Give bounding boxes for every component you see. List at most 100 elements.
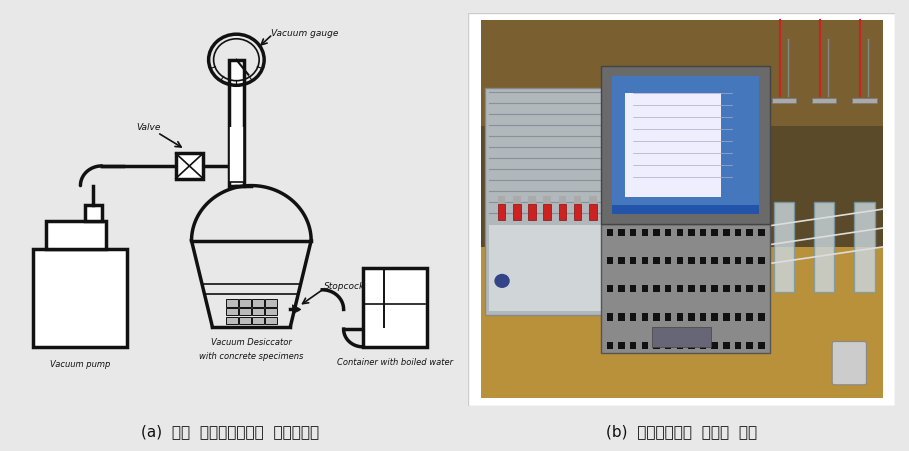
Bar [363,269,427,347]
Bar [574,205,582,220]
Bar [226,308,238,316]
Bar [712,342,718,349]
Bar [854,202,874,293]
Bar [618,285,624,293]
Bar [630,258,636,265]
Bar [814,202,834,293]
Bar [589,205,596,220]
Bar [558,197,566,205]
Bar [724,342,730,349]
Bar [265,317,276,324]
Bar [544,197,551,205]
Bar [746,342,753,349]
Bar [642,342,648,349]
Bar [606,285,613,293]
Bar [481,21,883,248]
Bar [618,342,624,349]
Bar [654,285,660,293]
Bar [252,299,264,307]
Bar [758,285,764,293]
Bar [676,230,683,237]
Bar [513,205,521,220]
Bar [642,285,648,293]
Bar [734,285,741,293]
Bar [654,230,660,237]
Bar [724,314,730,321]
Bar [602,67,770,225]
Bar [489,226,615,311]
Bar [46,221,106,249]
Bar [688,230,694,237]
Bar [624,93,721,198]
Bar [734,258,741,265]
Bar [853,98,876,104]
Bar [544,205,551,220]
Bar [498,205,505,220]
Bar [712,285,718,293]
Bar [758,230,764,237]
Bar [34,249,127,347]
Bar [654,258,660,265]
Bar [676,258,683,265]
Bar [724,230,730,237]
Bar [758,258,764,265]
Bar [630,230,636,237]
Bar [604,197,612,205]
Text: Stopcock: Stopcock [325,282,365,291]
Bar [265,308,276,316]
Bar [513,197,521,205]
Bar [589,197,596,205]
Bar [758,314,764,321]
Bar [712,314,718,321]
Text: Vacuum gauge: Vacuum gauge [271,29,338,37]
Text: Vacuum pump: Vacuum pump [50,359,111,368]
Text: (b)  염소이온투과  전하량  측정: (b) 염소이온투과 전하량 측정 [606,423,757,438]
Bar [772,98,796,104]
Bar [774,202,794,293]
Bar [481,248,883,398]
Bar [252,317,264,324]
Bar [676,285,683,293]
Bar [630,314,636,321]
Bar [612,76,759,215]
Bar [226,317,238,324]
Circle shape [494,274,510,288]
Bar [606,258,613,265]
Bar [239,299,251,307]
Bar [252,308,264,316]
Bar [724,285,730,293]
Bar [226,299,238,307]
Bar [229,60,245,186]
Bar [746,230,753,237]
Bar [618,230,624,237]
Bar [265,299,276,307]
Bar [229,127,245,182]
Bar [664,285,671,293]
Bar [654,314,660,321]
Bar [606,342,613,349]
Bar [664,230,671,237]
Bar [664,314,671,321]
Bar [481,21,883,127]
Bar [602,225,770,353]
Bar [498,197,505,205]
Bar [746,285,753,293]
Bar [758,342,764,349]
Bar [664,342,671,349]
Bar [700,258,706,265]
Bar [734,342,741,349]
Bar [654,342,660,349]
FancyBboxPatch shape [833,342,866,385]
Bar [812,98,836,104]
Text: Valve: Valve [136,122,160,131]
Bar [700,230,706,237]
Bar [688,258,694,265]
Bar [700,285,706,293]
Bar [485,89,625,315]
Bar [652,327,711,347]
Text: with concrete specimens: with concrete specimens [199,351,304,360]
Bar [688,342,694,349]
Bar [606,230,613,237]
Bar [642,230,648,237]
Bar [618,314,624,321]
